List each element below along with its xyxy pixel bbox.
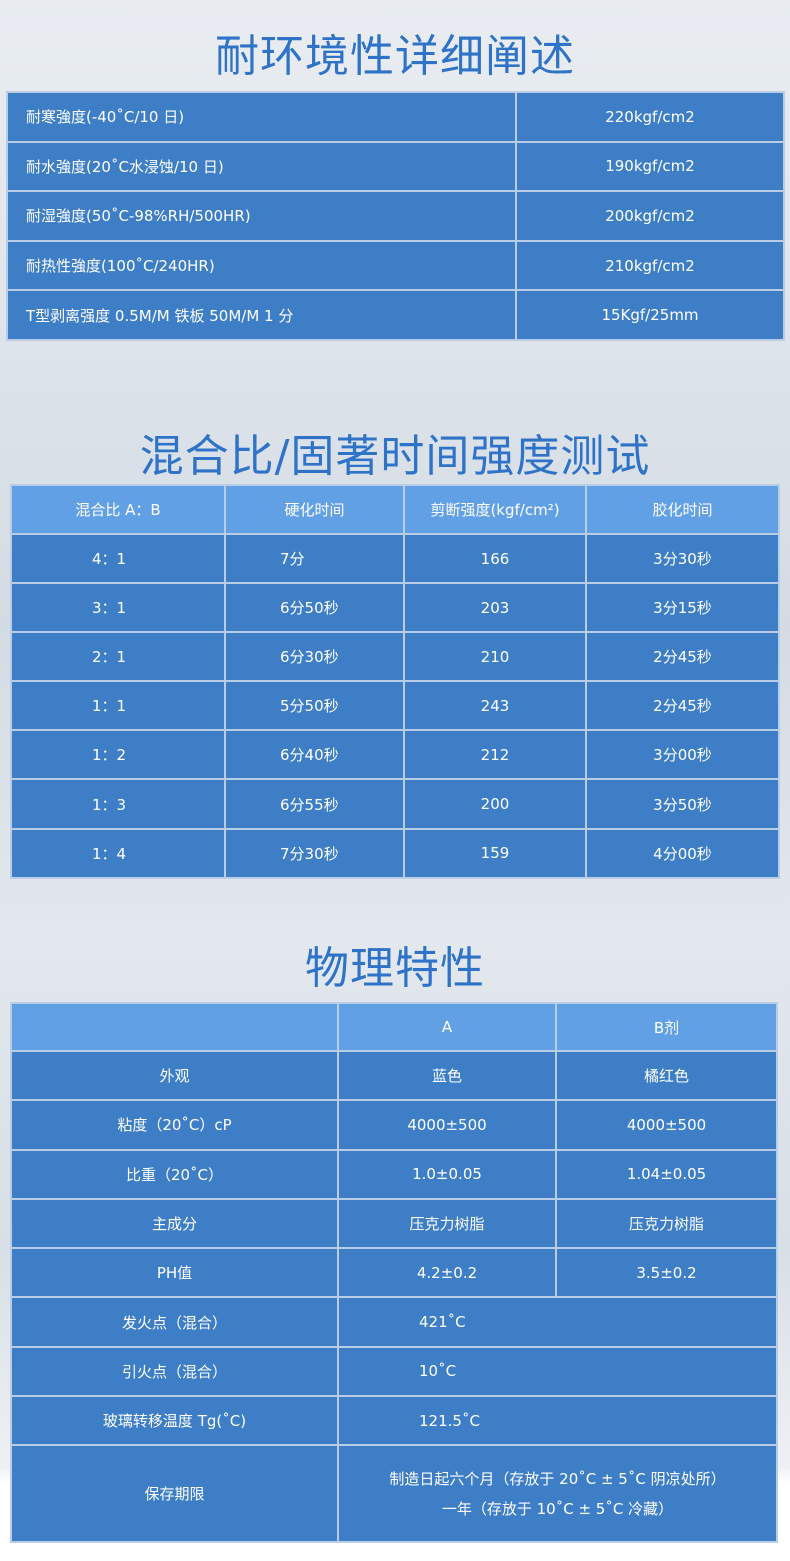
table-cell: 15Kgf/25mm bbox=[515, 289, 785, 341]
table-row: 1：3 6分55秒 200 3分50秒 bbox=[10, 778, 780, 830]
table-cell: 1：2 bbox=[10, 729, 226, 781]
table-cell: 耐热性強度(100˚C/240HR) bbox=[6, 239, 517, 292]
table-cell: 200kgf/cm2 bbox=[515, 190, 785, 242]
table-cell: 耐水強度(20˚C水浸蚀/10 日) bbox=[6, 140, 517, 193]
table-cell: 压克力树脂 bbox=[555, 1197, 778, 1250]
table-cell: 6分55秒 bbox=[224, 778, 405, 830]
table-cell: 2：1 bbox=[10, 631, 226, 683]
table-cell: 2分45秒 bbox=[585, 680, 780, 732]
table-cell: B剂 bbox=[555, 1002, 778, 1052]
table-cell: 保存期限 bbox=[10, 1444, 339, 1544]
table-cell: 203 bbox=[403, 582, 587, 634]
table-cell: 212 bbox=[403, 729, 587, 781]
table-row: 3：1 6分50秒 203 3分15秒 bbox=[10, 582, 780, 634]
table-cell: 2分45秒 bbox=[585, 631, 780, 683]
table-row: 耐水強度(20˚C水浸蚀/10 日) 190kgf/cm2 bbox=[6, 140, 785, 193]
table-cell: 166 bbox=[403, 532, 587, 585]
table-cell: 压克力树脂 bbox=[337, 1197, 557, 1250]
table-cell: 5分50秒 bbox=[224, 680, 405, 732]
table-cell: 1：4 bbox=[10, 827, 226, 879]
table-cell: 蓝色 bbox=[337, 1049, 557, 1102]
storage-line2: 一年（存放于 10˚C ± 5˚C 冷藏） bbox=[441, 1499, 674, 1518]
table-cell: A bbox=[337, 1002, 557, 1052]
phys-table: A B剂 外观 蓝色 橘红色 粘度（20˚C）cP 4000±500 4000±500 比重（2… bbox=[10, 1002, 778, 1544]
table-cell: 1：3 bbox=[10, 778, 226, 830]
table-cell: 4000±500 bbox=[555, 1099, 778, 1151]
table-cell: 243 bbox=[403, 680, 587, 732]
table-cell: 7分 bbox=[224, 532, 405, 585]
table-cell bbox=[10, 1002, 339, 1052]
table-row: 混合比 A：B 硬化时间 剪断强度(kgf/cm²) 胶化时间 bbox=[10, 484, 780, 535]
table-row: 1：1 5分50秒 243 2分45秒 bbox=[10, 680, 780, 732]
table-cell: 6分30秒 bbox=[224, 631, 405, 683]
table-cell: 1.0±0.05 bbox=[337, 1148, 557, 1200]
table-cell: 3：1 bbox=[10, 582, 226, 634]
table-cell: 220kgf/cm2 bbox=[515, 91, 785, 143]
env-table: 耐寒強度(-40˚C/10 日) 220kgf/cm2 耐水強度(20˚C水浸蚀/1… bbox=[6, 91, 785, 341]
table-cell: 4000±500 bbox=[337, 1099, 557, 1151]
storage-value: 制造日起六个月（存放于 20˚C ± 5˚C 阴凉处所） 一年（存放于 10˚C … bbox=[337, 1444, 778, 1544]
table-cell: PH值 bbox=[10, 1247, 339, 1299]
table-cell: 1：1 bbox=[10, 680, 226, 732]
table-cell: 混合比 A：B bbox=[10, 484, 226, 535]
table-cell: 6分50秒 bbox=[224, 582, 405, 634]
table-cell: 200 bbox=[403, 778, 587, 830]
table-row: 4：1 7分 166 3分30秒 bbox=[10, 532, 780, 585]
table-row: 外观 蓝色 橘红色 bbox=[10, 1049, 778, 1102]
table-cell: 耐湿強度(50˚C-98%RH/500HR) bbox=[6, 190, 517, 242]
table-cell: 190kgf/cm2 bbox=[515, 140, 785, 193]
table-cell: 3.5±0.2 bbox=[555, 1247, 778, 1299]
mix-table: 混合比 A：B 硬化时间 剪断强度(kgf/cm²) 胶化时间 4：1 7分 166 3分30… bbox=[10, 484, 780, 879]
table-cell: 外观 bbox=[10, 1049, 339, 1102]
env-title: 耐环境性详细阐述 bbox=[215, 31, 575, 82]
table-cell: 421˚C bbox=[337, 1296, 778, 1348]
table-cell: 引火点（混合） bbox=[10, 1345, 339, 1398]
table-row: 耐热性強度(100˚C/240HR) 210kgf/cm2 bbox=[6, 239, 785, 292]
table-cell: 7分30秒 bbox=[224, 827, 405, 879]
table-cell: 3分15秒 bbox=[585, 582, 780, 634]
table-row: A B剂 bbox=[10, 1002, 778, 1052]
table-row: 引火点（混合） 10˚C bbox=[10, 1345, 778, 1398]
table-cell: T型剥离强度 0.5M/M 铁板 50M/M 1 分 bbox=[6, 289, 517, 341]
table-cell: 比重（20˚C） bbox=[10, 1148, 339, 1200]
table-cell: 橘红色 bbox=[555, 1049, 778, 1102]
table-row: PH值 4.2±0.2 3.5±0.2 bbox=[10, 1247, 778, 1299]
table-cell: 3分30秒 bbox=[585, 532, 780, 585]
table-row: 玻璃转移温度 Tg(˚C) 121.5˚C bbox=[10, 1395, 778, 1447]
table-cell: 剪断强度(kgf/cm²) bbox=[403, 484, 587, 535]
table-row: 耐寒強度(-40˚C/10 日) 220kgf/cm2 bbox=[6, 91, 785, 143]
table-cell: 4：1 bbox=[10, 532, 226, 585]
table-cell: 硬化时间 bbox=[224, 484, 405, 535]
storage-line1: 制造日起六个月（存放于 20˚C ± 5˚C 阴凉处所） bbox=[389, 1469, 726, 1488]
table-cell: 4.2±0.2 bbox=[337, 1247, 557, 1299]
table-cell: 10˚C bbox=[337, 1345, 778, 1398]
table-cell: 粘度（20˚C）cP bbox=[10, 1099, 339, 1151]
table-row: 粘度（20˚C）cP 4000±500 4000±500 bbox=[10, 1099, 778, 1151]
table-row: T型剥离强度 0.5M/M 铁板 50M/M 1 分 15Kgf/25mm bbox=[6, 289, 785, 341]
table-cell: 1.04±0.05 bbox=[555, 1148, 778, 1200]
table-cell: 玻璃转移温度 Tg(˚C) bbox=[10, 1395, 339, 1447]
table-row: 保存期限 制造日起六个月（存放于 20˚C ± 5˚C 阴凉处所） 一年（存放于 1… bbox=[10, 1444, 778, 1544]
table-cell: 发火点（混合） bbox=[10, 1296, 339, 1348]
table-row: 1：4 7分30秒 159 4分00秒 bbox=[10, 827, 780, 879]
table-row: 2：1 6分30秒 210 2分45秒 bbox=[10, 631, 780, 683]
table-cell: 3分00秒 bbox=[585, 729, 780, 781]
table-row: 比重（20˚C） 1.0±0.05 1.04±0.05 bbox=[10, 1148, 778, 1200]
table-cell: 胶化时间 bbox=[585, 484, 780, 535]
phys-title: 物理特性 bbox=[305, 943, 485, 994]
table-cell: 210kgf/cm2 bbox=[515, 239, 785, 292]
table-row: 1：2 6分40秒 212 3分00秒 bbox=[10, 729, 780, 781]
table-cell: 121.5˚C bbox=[337, 1395, 778, 1447]
table-cell: 210 bbox=[403, 631, 587, 683]
table-row: 主成分 压克力树脂 压克力树脂 bbox=[10, 1197, 778, 1250]
table-cell: 主成分 bbox=[10, 1197, 339, 1250]
table-cell: 159 bbox=[403, 827, 587, 879]
table-row: 耐湿強度(50˚C-98%RH/500HR) 200kgf/cm2 bbox=[6, 190, 785, 242]
table-row: 发火点（混合） 421˚C bbox=[10, 1296, 778, 1348]
table-cell: 3分50秒 bbox=[585, 778, 780, 830]
table-cell: 6分40秒 bbox=[224, 729, 405, 781]
mix-title: 混合比/固著时间强度测试 bbox=[139, 431, 651, 482]
table-cell: 4分00秒 bbox=[585, 827, 780, 879]
table-cell: 耐寒強度(-40˚C/10 日) bbox=[6, 91, 517, 143]
